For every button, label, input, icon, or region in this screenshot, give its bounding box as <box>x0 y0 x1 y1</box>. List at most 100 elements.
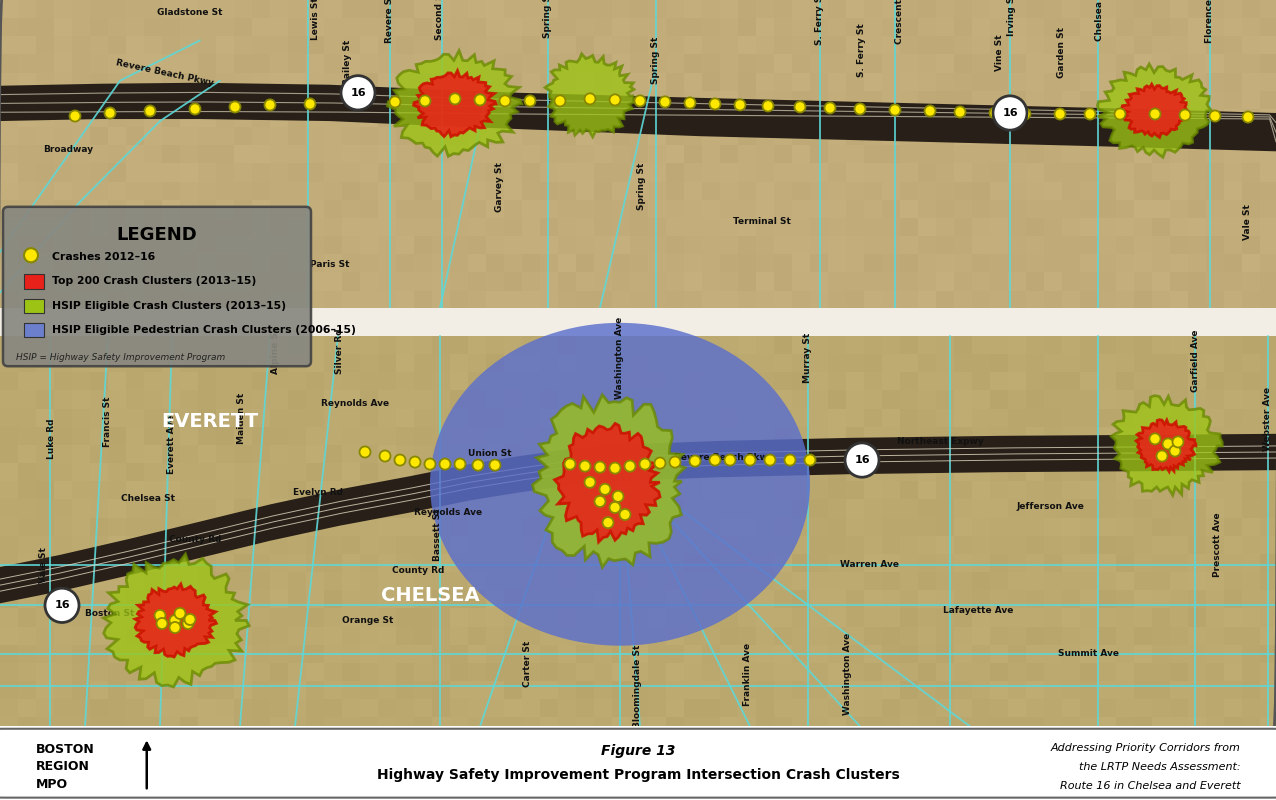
Bar <box>575 390 595 409</box>
Bar <box>251 336 271 354</box>
Polygon shape <box>1097 64 1212 158</box>
Bar <box>882 254 900 272</box>
Circle shape <box>1173 436 1184 447</box>
Bar <box>54 608 71 626</box>
Bar <box>24 323 43 337</box>
Bar <box>144 718 162 726</box>
Bar <box>271 409 288 426</box>
Bar <box>828 426 846 445</box>
Bar <box>917 482 937 499</box>
Bar <box>71 127 91 146</box>
Bar <box>882 645 900 663</box>
Bar <box>575 54 595 73</box>
Bar <box>864 236 882 254</box>
Bar <box>666 146 684 163</box>
Bar <box>486 218 504 236</box>
Bar <box>54 146 71 163</box>
Bar <box>702 18 720 36</box>
Bar <box>342 54 360 73</box>
Bar <box>126 336 144 354</box>
Bar <box>71 182 91 200</box>
Bar <box>1044 290 1062 308</box>
Bar <box>1224 645 1242 663</box>
Bar <box>917 518 937 536</box>
Bar <box>1152 163 1170 182</box>
Bar <box>36 681 54 699</box>
Bar <box>575 163 595 182</box>
Bar <box>450 336 468 354</box>
Bar <box>198 390 216 409</box>
Bar <box>413 336 433 354</box>
Bar <box>433 681 450 699</box>
Bar <box>755 572 775 590</box>
Bar <box>433 482 450 499</box>
Bar <box>413 109 433 127</box>
Bar <box>666 608 684 626</box>
Bar <box>216 218 234 236</box>
Bar <box>684 681 702 699</box>
Bar <box>198 681 216 699</box>
Bar <box>775 200 792 218</box>
Bar <box>234 681 251 699</box>
Bar <box>234 426 251 445</box>
Bar <box>1062 626 1079 645</box>
Bar <box>144 645 162 663</box>
Bar <box>792 718 810 726</box>
Bar <box>433 73 450 90</box>
Bar <box>864 90 882 109</box>
Bar <box>900 90 917 109</box>
Bar <box>1259 18 1276 36</box>
Bar <box>775 518 792 536</box>
Bar <box>1079 699 1099 718</box>
Bar <box>828 590 846 608</box>
Bar <box>738 218 755 236</box>
Bar <box>630 163 648 182</box>
Bar <box>324 681 342 699</box>
Bar <box>990 645 1008 663</box>
Bar <box>1152 200 1170 218</box>
Bar <box>720 18 738 36</box>
Bar <box>1099 463 1116 482</box>
Circle shape <box>264 99 276 110</box>
Bar <box>180 608 198 626</box>
Bar <box>71 445 91 463</box>
Bar <box>575 146 595 163</box>
Bar <box>468 254 486 272</box>
Bar <box>1152 90 1170 109</box>
Bar <box>612 73 630 90</box>
Bar <box>271 273 288 290</box>
Bar <box>18 372 36 390</box>
Bar <box>666 127 684 146</box>
Bar <box>1079 663 1099 681</box>
Bar <box>36 336 54 354</box>
Bar <box>1188 482 1206 499</box>
Bar <box>630 572 648 590</box>
Bar <box>738 0 755 18</box>
Circle shape <box>725 454 735 466</box>
Bar <box>775 336 792 354</box>
Bar <box>1062 590 1079 608</box>
Bar <box>1259 236 1276 254</box>
Bar <box>684 90 702 109</box>
Bar <box>1242 18 1259 36</box>
Bar <box>612 200 630 218</box>
Circle shape <box>449 94 461 105</box>
Bar <box>522 463 540 482</box>
Bar <box>684 273 702 290</box>
Bar <box>828 236 846 254</box>
Bar <box>1259 536 1276 554</box>
Bar <box>522 0 540 18</box>
Bar <box>1259 163 1276 182</box>
Bar <box>846 90 864 109</box>
Bar <box>108 36 126 54</box>
Bar <box>846 590 864 608</box>
Bar <box>468 109 486 127</box>
Bar <box>216 572 234 590</box>
Bar <box>666 663 684 681</box>
Bar <box>828 482 846 499</box>
Bar <box>0 663 18 681</box>
Bar <box>1206 354 1224 372</box>
Bar <box>54 463 71 482</box>
Bar <box>271 681 288 699</box>
Bar <box>0 426 18 445</box>
